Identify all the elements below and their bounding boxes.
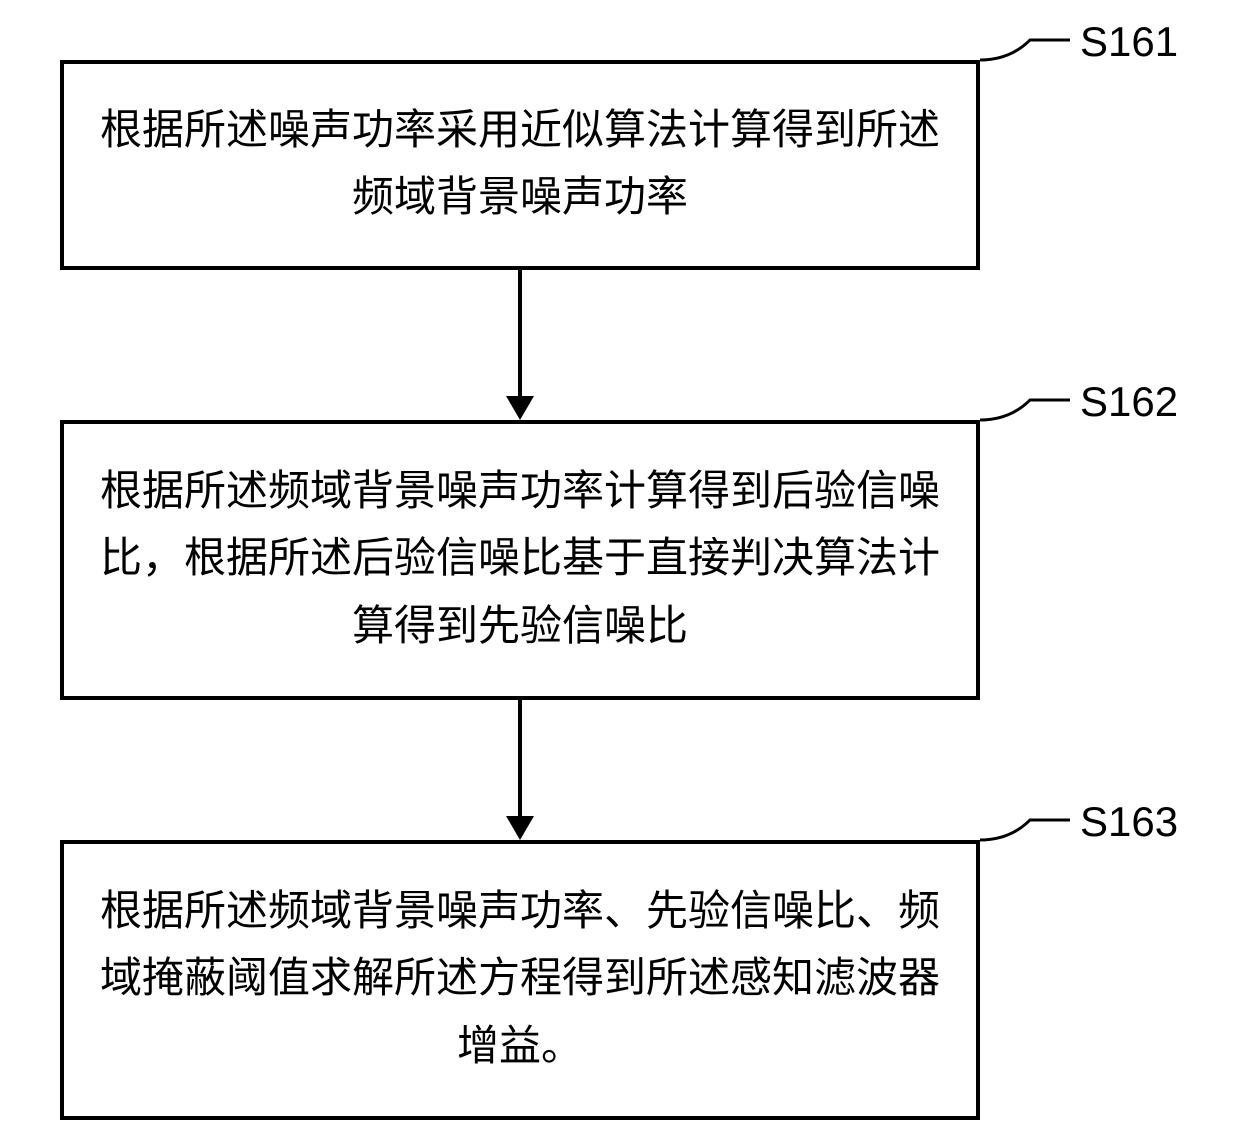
node-3-label: S163 — [1080, 798, 1178, 846]
node-1-label-connector — [980, 30, 1070, 70]
node-3-label-connector — [980, 810, 1070, 850]
flowchart-container: 根据所述噪声功率采用近似算法计算得到所述频域背景噪声功率 S161 根据所述频域… — [0, 0, 1240, 1127]
arrow-1-to-2-head — [506, 396, 534, 420]
node-2-label: S162 — [1080, 378, 1178, 426]
node-1-text: 根据所述噪声功率采用近似算法计算得到所述频域背景噪声功率 — [94, 98, 946, 232]
node-2-label-connector — [980, 390, 1070, 430]
flowchart-node-1: 根据所述噪声功率采用近似算法计算得到所述频域背景噪声功率 — [60, 60, 980, 270]
node-2-text: 根据所述频域背景噪声功率计算得到后验信噪比，根据所述后验信噪比基于直接判决算法计… — [94, 459, 946, 661]
node-3-text: 根据所述频域背景噪声功率、先验信噪比、频域掩蔽阈值求解所述方程得到所述感知滤波器… — [94, 879, 946, 1081]
node-1-label: S161 — [1080, 18, 1178, 66]
arrow-2-to-3-head — [506, 816, 534, 840]
arrow-1-to-2 — [518, 270, 522, 396]
flowchart-node-3: 根据所述频域背景噪声功率、先验信噪比、频域掩蔽阈值求解所述方程得到所述感知滤波器… — [60, 840, 980, 1120]
arrow-2-to-3 — [518, 700, 522, 816]
flowchart-node-2: 根据所述频域背景噪声功率计算得到后验信噪比，根据所述后验信噪比基于直接判决算法计… — [60, 420, 980, 700]
